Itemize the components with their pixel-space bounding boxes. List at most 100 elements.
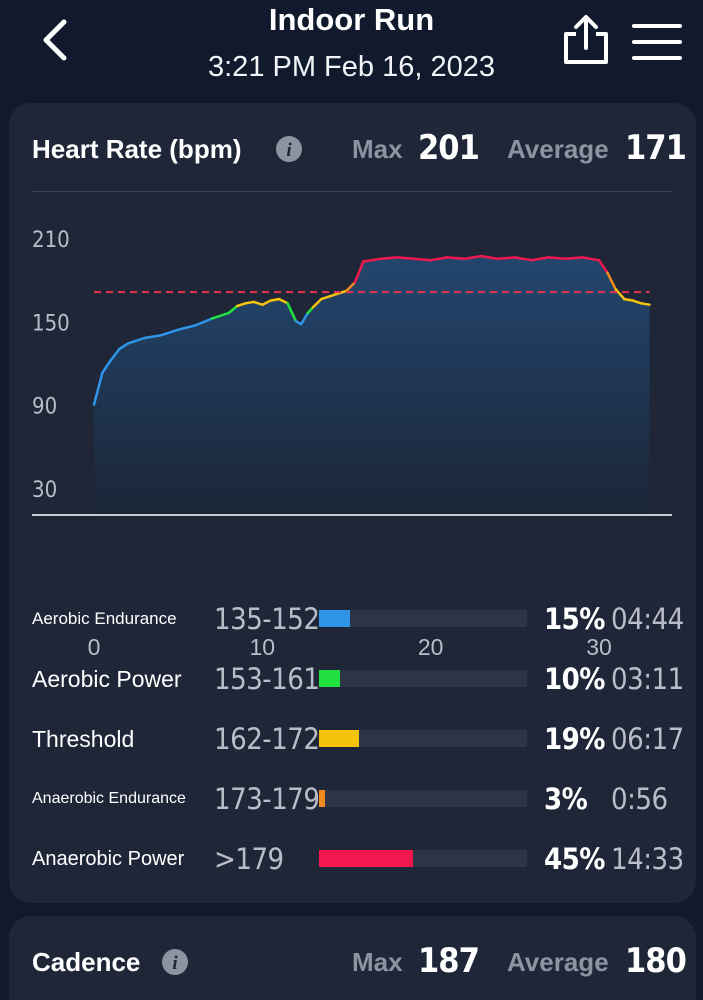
cadence-max-label: Max [352, 947, 403, 977]
zone-percent: 45% [544, 842, 605, 876]
zone-percent: 15% [544, 602, 605, 636]
zone-range: 173-179 [214, 782, 320, 816]
zone-name: Threshold [32, 726, 135, 752]
page-title: Indoor Run [268, 2, 435, 37]
heart-rate-line-segment [143, 333, 163, 340]
heart-rate-line-segment [277, 297, 289, 305]
cadence-info-button[interactable]: i [161, 948, 189, 976]
max-label: Max [352, 134, 403, 164]
heart-rate-line-segment [353, 260, 365, 284]
activity-datetime: 3:21 PM Feb 16, 2023 [208, 51, 495, 83]
heart-rate-line-segment [92, 371, 104, 406]
svg-text:i: i [286, 140, 292, 161]
info-icon: i [162, 949, 188, 975]
svg-text:i: i [172, 953, 178, 974]
cadence-title: Cadence [32, 947, 141, 977]
zone-bar-track [319, 850, 527, 867]
heart-rate-chart: 30 90 150 210 0 10 20 30 [32, 228, 672, 660]
heart-rate-line-segment [623, 297, 634, 302]
back-arrow-icon [43, 19, 67, 61]
heart-rate-line-segment [101, 358, 113, 374]
zone-range: >179 [214, 842, 284, 876]
hamburger-menu-icon [632, 24, 682, 60]
heart-rate-line-segment [176, 324, 197, 331]
heart-rate-line-segment [395, 256, 416, 261]
cadence-card: Cadence i Max 187 Average 180 [9, 916, 696, 1000]
y-tick-label: 150 [32, 311, 70, 336]
heart-rate-line-segment [362, 257, 382, 263]
zone-bar-fill [319, 670, 340, 687]
heart-rate-line-segment [597, 258, 609, 274]
zone-bar-track [319, 790, 527, 807]
zone-row: Anaerobic Endurance 173-179 3% 0:56 [9, 779, 696, 819]
heart-rate-line-segment [109, 347, 121, 362]
x-tick-label: 10 [250, 634, 276, 660]
heart-rate-area [94, 256, 650, 515]
heart-rate-line-segment [513, 256, 533, 262]
cadence-max-value: 187 [418, 941, 480, 981]
zone-time: 04:44 [611, 602, 684, 636]
info-icon: i [276, 136, 302, 162]
heart-rate-line-segment [345, 281, 357, 293]
cadence-average-value: 180 [625, 941, 687, 981]
zone-name: Anaerobic Power [32, 848, 185, 870]
zone-name: Aerobic Endurance [32, 609, 177, 628]
heart-rate-line-segment [429, 256, 449, 262]
zone-bar-track [319, 730, 527, 747]
heart-rate-line-segment [479, 254, 500, 261]
zone-bar-fill [319, 610, 350, 627]
heart-rate-line-segment [606, 271, 618, 291]
heart-rate-line-segment [530, 256, 550, 262]
y-tick-label: 210 [32, 228, 70, 253]
heart-rate-line-segment [496, 256, 517, 261]
heart-rate-line-segment [299, 311, 310, 326]
heart-rate-info-button[interactable]: i [275, 135, 303, 163]
zone-row: Threshold 162-172 19% 06:17 [9, 719, 696, 759]
cadence-average-label: Average [507, 947, 609, 977]
zone-percent: 19% [544, 722, 605, 756]
share-icon [564, 15, 608, 64]
zone-time: 03:11 [611, 662, 684, 696]
y-tick-label: 30 [32, 478, 57, 503]
zone-row: Aerobic Power 153-161 10% 03:11 [9, 659, 696, 699]
heart-rate-line-segment [547, 256, 567, 261]
heart-rate-card: Heart Rate (bpm) i Max 201 Average 171 3… [9, 103, 696, 903]
heart-rate-line-segment [210, 311, 230, 320]
zone-name: Anaerobic Endurance [32, 790, 186, 807]
zone-time: 0:56 [611, 782, 668, 816]
heart-rate-line-segment [378, 256, 399, 261]
heart-rate-line-segment [412, 257, 432, 262]
heart-rate-line-segment [463, 254, 483, 261]
zone-time: 14:33 [611, 842, 684, 876]
heart-rate-title: Heart Rate (bpm) [32, 134, 242, 164]
zone-range: 153-161 [214, 662, 320, 696]
heart-rate-line-segment [614, 288, 626, 301]
zone-bar-fill [319, 790, 325, 807]
back-button[interactable] [36, 16, 76, 64]
zone-name: Aerobic Power [32, 666, 182, 692]
heart-rate-line-segment [252, 300, 264, 306]
menu-button[interactable] [630, 20, 684, 64]
y-tick-label: 90 [32, 395, 57, 420]
heart-rate-line-segment [227, 304, 239, 315]
heart-rate-line-segment [580, 256, 601, 262]
heart-rate-line-segment [328, 292, 340, 298]
heart-rate-line-segment [631, 299, 643, 305]
share-button[interactable] [560, 14, 612, 66]
heart-rate-line-segment [269, 297, 281, 302]
zone-time: 06:17 [611, 722, 684, 756]
zone-row: Anaerobic Power >179 45% 14:33 [9, 839, 696, 879]
zone-percent: 10% [544, 662, 605, 696]
x-tick-label: 20 [418, 634, 444, 660]
heart-rate-line-segment [261, 299, 273, 306]
heart-rate-line-segment [160, 328, 180, 337]
zone-bar-fill [319, 730, 359, 747]
heart-rate-line-segment [311, 297, 323, 309]
heart-rate-line-segment [446, 256, 466, 261]
heart-rate-line-segment [639, 302, 651, 306]
average-heart-rate-value: 171 [625, 128, 687, 168]
zone-range: 135-152 [214, 602, 320, 636]
card-divider [32, 191, 672, 192]
average-label: Average [507, 134, 609, 164]
heart-rate-line-segment [306, 306, 315, 315]
